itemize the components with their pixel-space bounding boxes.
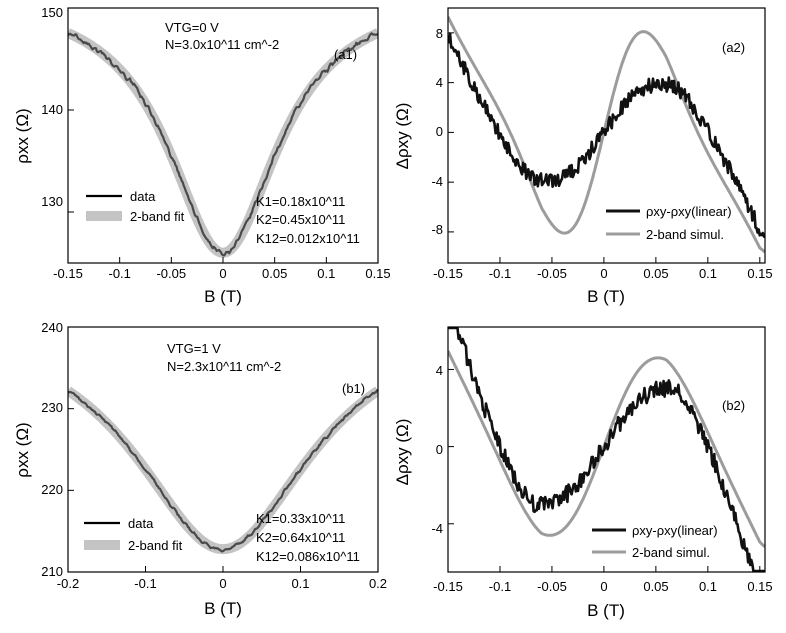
- a1-plot-area: [68, 28, 378, 258]
- a1-legend-fit: 2-band fit: [130, 209, 185, 224]
- a1-ylabel: ρxx (Ω): [13, 108, 32, 163]
- b1-ticks: [67, 326, 379, 573]
- a1-xtick-2: -0.05: [156, 266, 186, 281]
- a2-xtick-3: 0: [600, 266, 607, 281]
- a1-xtick-6: 0.15: [365, 266, 390, 281]
- a2-ylabel: Δρxy (Ω): [393, 103, 412, 170]
- b2-panel-label: (b2): [722, 398, 745, 413]
- a2-xlabel: B (T): [587, 287, 625, 306]
- b2-legend-sim: 2-band simul.: [632, 545, 710, 560]
- a1-xtick-3: 0: [219, 266, 226, 281]
- b2-xtick-2: -0.05: [537, 579, 567, 594]
- a1-param-2: K12=0.012x10^11: [256, 231, 360, 246]
- a2-xtick-2: -0.05: [537, 266, 567, 281]
- a1-ytick-0: 130: [41, 194, 63, 209]
- b1-xtick-2: 0: [219, 576, 226, 591]
- a2-xtick-5: 0.1: [699, 266, 717, 281]
- a2-ytick-4: 8: [436, 26, 443, 41]
- panel-b2: -0.15 -0.1 -0.05 0 0.05 0.1 0.15 -4 0 4 …: [393, 326, 773, 620]
- b2-xtick-3: 0: [600, 579, 607, 594]
- b1-panel-label: (b1): [342, 381, 365, 396]
- b1-density: N=2.3x10^11 cm^-2: [167, 359, 281, 374]
- a2-xtick-6: 0.15: [747, 266, 772, 281]
- a1-xlabel: B (T): [204, 287, 242, 306]
- a1-vtg: VTG=0 V: [165, 20, 219, 35]
- b2-ytick-0: -4: [431, 521, 443, 536]
- a2-ytick-0: -8: [431, 222, 443, 237]
- a2-data-line: [448, 32, 765, 239]
- b1-vtg: VTG=1 V: [167, 341, 221, 356]
- b1-plot-area: [68, 386, 378, 555]
- b1-ytick-1: 220: [41, 482, 63, 497]
- b2-frame: [447, 326, 766, 573]
- a2-xtick-1: -0.1: [489, 266, 511, 281]
- b2-legend-data: ρxy-ρxy(linear): [632, 523, 718, 538]
- a1-ytick-1: 140: [41, 102, 63, 117]
- b1-param-1: K2=0.64x10^11: [256, 530, 345, 545]
- b1-ytick-3: 240: [41, 320, 63, 335]
- b1-legend-data: data: [128, 516, 154, 531]
- a2-ticks: [447, 32, 761, 263]
- a1-data-line: [68, 32, 378, 257]
- b1-legend-fit: 2-band fit: [128, 538, 183, 553]
- a2-ytick-1: -4: [431, 174, 443, 189]
- panel-a1: -0.15 -0.1 -0.05 0 0.05 0.1 0.15 130 140…: [13, 5, 391, 306]
- b1-data-line: [68, 388, 378, 553]
- b1-ytick-2: 230: [41, 400, 63, 415]
- b1-xtick-0: -0.2: [57, 576, 79, 591]
- b2-data-line: [448, 327, 765, 572]
- b2-xtick-4: 0.05: [643, 579, 668, 594]
- a2-ytick-2: 0: [436, 124, 443, 139]
- a2-xtick-4: 0.05: [643, 266, 668, 281]
- b1-xtick-1: -0.1: [134, 576, 156, 591]
- b1-ylabel: ρxx (Ω): [13, 422, 32, 477]
- b1-param-0: K1=0.33x10^11: [256, 511, 345, 526]
- a2-legend-sim: 2-band simul.: [646, 227, 724, 242]
- b2-plot-area: [448, 327, 765, 572]
- a2-sim-line: [448, 16, 765, 254]
- b2-xtick-5: 0.1: [699, 579, 717, 594]
- panel-a2: -0.15 -0.1 -0.05 0 0.05 0.1 0.15 -8 -4 0…: [393, 7, 773, 306]
- a2-legend-data: ρxy-ρxy(linear): [646, 204, 732, 219]
- b2-ylabel: Δρxy (Ω): [393, 419, 412, 486]
- b2-xtick-6: 0.15: [747, 579, 772, 594]
- a1-xtick-1: -0.1: [108, 266, 130, 281]
- a1-ytick-2: 150: [41, 5, 63, 20]
- b1-ytick-0: 210: [41, 564, 63, 579]
- b2-ytick-1: 0: [436, 442, 443, 457]
- b1-xtick-4: 0.2: [369, 576, 387, 591]
- a1-param-0: K1=0.18x10^11: [256, 194, 345, 209]
- b2-ytick-2: 4: [436, 363, 443, 378]
- a1-xtick-5: 0.1: [317, 266, 335, 281]
- a1-xtick-4: 0.05: [262, 266, 287, 281]
- b2-sim-line: [448, 350, 765, 549]
- a1-xtick-0: -0.15: [53, 266, 83, 281]
- a2-ytick-3: 4: [436, 75, 443, 90]
- a2-frame: [447, 7, 766, 264]
- b1-xtick-3: 0.1: [291, 576, 309, 591]
- a1-param-1: K2=0.45x10^11: [256, 212, 345, 227]
- a1-density: N=3.0x10^11 cm^-2: [165, 37, 279, 52]
- a2-xtick-0: -0.15: [433, 266, 463, 281]
- b1-xlabel: B (T): [204, 599, 242, 618]
- a1-ticks: [67, 7, 379, 263]
- panel-b1: -0.2 -0.1 0 0.1 0.2 210 220 230 240 B (T…: [13, 320, 387, 618]
- a2-panel-label: (a2): [722, 40, 745, 55]
- b2-xlabel: B (T): [587, 601, 625, 620]
- a1-legend-data: data: [130, 189, 156, 204]
- a2-plot-area: [448, 16, 765, 254]
- b2-xtick-1: -0.1: [489, 579, 511, 594]
- b2-ticks: [447, 368, 761, 572]
- b1-param-2: K12=0.086x10^11: [256, 549, 360, 564]
- b2-xtick-0: -0.15: [433, 579, 463, 594]
- a1-panel-label: (a1): [334, 47, 357, 62]
